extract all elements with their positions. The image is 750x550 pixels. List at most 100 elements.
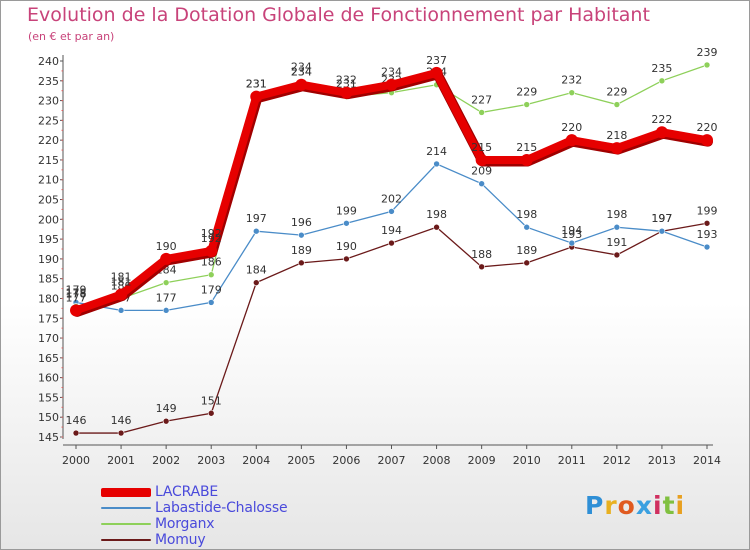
y-tick-label: 220: [38, 134, 59, 147]
data-label-momuy: 189: [291, 244, 312, 257]
data-label-labastide-chalosse: 202: [381, 192, 402, 205]
y-tick-label: 200: [38, 213, 59, 226]
annotation-label: 181: [111, 271, 132, 284]
data-point-momuy: [343, 255, 350, 263]
y-tick-label: 230: [38, 95, 59, 108]
data-point-morganx: [478, 109, 485, 116]
data-label-labastide-chalosse: 209: [471, 165, 492, 178]
y-tick-label: 205: [38, 194, 59, 207]
data-label-morganx: 231: [246, 78, 267, 91]
data-label-momuy: 199: [697, 204, 718, 217]
y-tick-label: 240: [38, 55, 59, 68]
logo-letter: t: [662, 491, 676, 520]
data-point-momuy: [162, 417, 170, 425]
x-tick-label: 2004: [242, 454, 270, 467]
data-label-momuy: 194: [381, 224, 402, 237]
data-label-momuy: 146: [66, 414, 87, 427]
data-point-lacrabe: [250, 90, 263, 103]
data-point-lacrabe: [70, 304, 82, 317]
data-label-momuy: 190: [336, 240, 357, 253]
legend-item-lacrabe: LACRABE: [101, 484, 287, 500]
data-label-labastide-chalosse: 193: [697, 228, 718, 241]
data-point-lacrabe: [475, 153, 488, 166]
data-label-lacrabe: 177: [66, 291, 87, 304]
logo-letter: i: [653, 491, 663, 520]
data-point-labastide-chalosse: [117, 307, 125, 314]
data-label-morganx: 239: [697, 46, 718, 59]
data-point-labastide-chalosse: [658, 227, 666, 235]
data-point-momuy: [298, 259, 305, 267]
data-label-lacrabe: 192: [201, 232, 222, 245]
data-point-labastide-chalosse: [298, 231, 305, 239]
y-tick-label: 195: [38, 233, 59, 246]
data-point-momuy: [117, 429, 125, 437]
chart-title: Evolution de la Dotation Globale de Fonc…: [27, 4, 650, 26]
data-label-morganx: 231: [336, 78, 357, 91]
y-tick-label: 190: [38, 253, 59, 266]
legend-item-labastide-chalosse: Labastide-Chalosse: [101, 500, 288, 516]
data-label-morganx: 229: [606, 86, 627, 99]
data-point-morganx: [658, 77, 666, 85]
logo-letter: o: [617, 491, 636, 520]
legend-item-momuy: Momuy: [101, 532, 287, 548]
data-label-morganx: 227: [471, 93, 492, 106]
x-tick-label: 2012: [603, 454, 631, 467]
data-label-labastide-chalosse: 198: [516, 208, 537, 221]
x-tick-label: 2013: [648, 454, 676, 467]
data-point-labastide-chalosse: [388, 208, 395, 215]
y-tick-label: 185: [38, 273, 59, 286]
data-label-morganx: 235: [651, 62, 672, 75]
data-point-labastide-chalosse: [343, 219, 350, 227]
y-tick-label: 180: [38, 292, 59, 305]
data-label-labastide-chalosse: 194: [561, 224, 582, 237]
logo-letter: x: [635, 491, 653, 520]
data-label-lacrabe: 222: [651, 113, 672, 126]
data-label-morganx: 232: [561, 74, 582, 87]
data-point-labastide-chalosse: [613, 223, 621, 231]
data-label-morganx: 234: [291, 66, 312, 79]
data-point-momuy: [433, 223, 440, 231]
data-point-lacrabe: [610, 142, 623, 155]
data-label-labastide-chalosse: 197: [651, 212, 672, 225]
x-tick-label: 2006: [332, 454, 360, 467]
data-point-lacrabe: [430, 66, 443, 79]
y-tick-label: 150: [38, 411, 59, 424]
data-label-momuy: 188: [471, 248, 492, 261]
data-point-labastide-chalosse: [162, 307, 170, 314]
data-point-lacrabe: [160, 252, 173, 265]
data-point-lacrabe: [655, 126, 668, 139]
data-label-labastide-chalosse: 199: [336, 204, 357, 217]
data-label-momuy: 197: [651, 212, 672, 225]
proxiti-logo: Proxiti: [585, 491, 685, 520]
data-point-lacrabe: [340, 86, 353, 99]
data-point-momuy: [613, 251, 621, 259]
legend-label-momuy: Momuy: [155, 532, 206, 548]
data-point-lacrabe: [205, 244, 218, 257]
legend: LACRABE Labastide-Chalosse Morganx Momuy: [101, 484, 288, 548]
data-label-momuy: 149: [156, 402, 177, 415]
x-tick-label: 2000: [62, 454, 90, 467]
x-tick-label: 2007: [378, 454, 406, 467]
data-label-labastide-chalosse: 177: [156, 291, 177, 304]
data-label-lacrabe: 234: [381, 66, 402, 79]
y-tick-label: 170: [38, 332, 59, 345]
data-point-labastide-chalosse: [568, 239, 576, 247]
data-point-momuy: [388, 239, 395, 247]
data-point-lacrabe: [385, 78, 398, 91]
x-tick-label: 2009: [468, 454, 496, 467]
data-label-labastide-chalosse: 179: [201, 283, 222, 296]
y-tick-label: 235: [38, 75, 59, 88]
data-point-momuy: [72, 429, 80, 437]
data-point-morganx: [703, 61, 711, 69]
data-label-labastide-chalosse: 198: [606, 208, 627, 221]
annotation-label: 192: [201, 227, 222, 240]
data-label-lacrabe: 220: [697, 121, 718, 134]
data-point-momuy: [207, 409, 215, 417]
y-tick-label: 145: [38, 431, 59, 444]
data-label-lacrabe: 190: [156, 240, 177, 253]
y-tick-label: 155: [38, 391, 59, 404]
data-point-lacrabe: [701, 134, 713, 147]
legend-label-morganx: Morganx: [155, 516, 215, 532]
